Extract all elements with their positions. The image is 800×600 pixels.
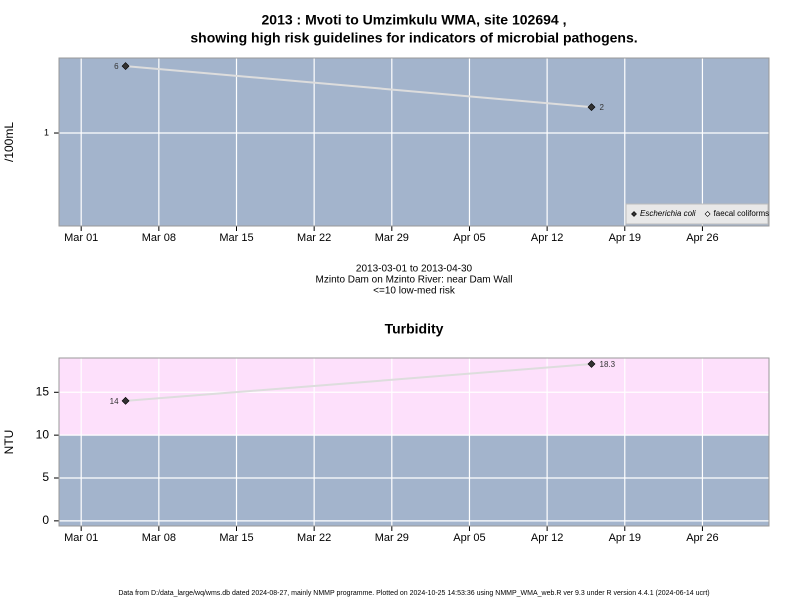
x-tick-label: Mar 29 (375, 232, 409, 244)
legend-marker (631, 211, 637, 217)
legend-box (625, 203, 769, 225)
data-label: 18.3 (600, 360, 616, 369)
x-tick-label: Mar 22 (297, 532, 331, 544)
x-tick-label: Apr 12 (531, 232, 563, 244)
x-tick-label: Mar 01 (64, 532, 98, 544)
chart-title: Turbidity (385, 321, 444, 337)
x-tick-label: Apr 19 (609, 232, 641, 244)
x-tick-label: Mar 08 (142, 532, 176, 544)
series-line (125, 363, 592, 402)
page-title: showing high risk guidelines for indicat… (190, 30, 637, 46)
page-title: 2013 : Mvoti to Umzimkulu WMA, site 1026… (262, 12, 567, 28)
y-axis-label: /100mL (2, 122, 16, 162)
x-tick-label: Apr 12 (531, 532, 563, 544)
caption: Mzinto Dam on Mzinto River: near Dam Wal… (316, 275, 513, 286)
data-label: 6 (114, 62, 119, 71)
legend-marker (704, 211, 711, 217)
y-tick-label: 15 (36, 384, 50, 398)
data-point (587, 103, 596, 112)
data-point (587, 360, 596, 368)
x-tick-label: Apr 05 (453, 532, 485, 544)
y-tick-label: 0 (42, 513, 49, 527)
x-tick-label: Mar 15 (219, 532, 253, 544)
series-line (125, 65, 592, 109)
caption: <=10 low-med risk (373, 286, 456, 297)
y-axis-label: NTU (2, 430, 16, 455)
data-label: 2 (600, 103, 605, 112)
y-tick-label: 1 (44, 127, 49, 137)
high-risk-band (59, 358, 769, 436)
caption: 2013-03-01 to 2013-04-30 (356, 264, 473, 275)
x-tick-label: Mar 08 (142, 232, 176, 244)
data-point (121, 62, 130, 71)
plot-background (59, 58, 769, 226)
legend-label: Escherichia coli (640, 209, 696, 218)
plot-frame (58, 357, 770, 527)
plot-frame (58, 57, 770, 227)
x-tick-label: Mar 22 (297, 232, 331, 244)
data-point (121, 396, 130, 405)
x-tick-label: Mar 29 (375, 532, 409, 544)
footer: Data from D:/data_large/wq/wms.db dated … (118, 590, 709, 597)
y-tick-label: 10 (36, 427, 50, 441)
x-tick-label: Apr 19 (609, 532, 641, 544)
x-tick-label: Apr 05 (453, 232, 485, 244)
x-tick-label: Mar 15 (219, 232, 253, 244)
data-label: 14 (110, 397, 119, 406)
x-tick-label: Mar 01 (64, 232, 98, 244)
y-tick-label: 5 (42, 470, 49, 484)
x-tick-label: Apr 26 (686, 532, 718, 544)
x-tick-label: Apr 26 (686, 232, 718, 244)
legend-label: faecal coliforms (714, 209, 770, 218)
